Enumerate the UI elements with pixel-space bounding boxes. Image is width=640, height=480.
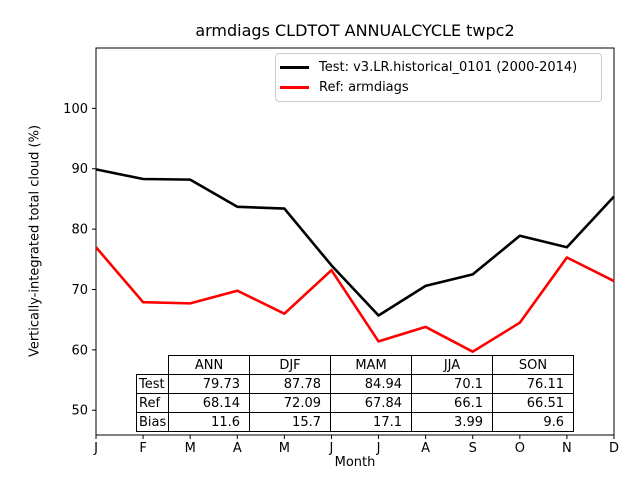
stats-col-djf: DJF [249, 355, 331, 375]
stats-test-ann: 79.73 [168, 374, 250, 394]
stats-bias-son: 9.6 [492, 412, 574, 432]
x-tick-label-7: A [421, 441, 430, 456]
stats-row-label-ref: Ref [136, 393, 169, 413]
x-tick-label-9: O [515, 441, 525, 456]
legend: Test: v3.LR.historical_0101 (2000-2014) … [275, 53, 602, 102]
y-tick-label-70: 70 [71, 283, 88, 298]
stats-ref-ann: 68.14 [168, 393, 250, 413]
y-tick-label-100: 100 [63, 102, 88, 117]
series-line-ref [95, 246, 615, 353]
x-tick-label-8: S [469, 441, 477, 456]
stats-row-label-test: Test [136, 374, 169, 394]
x-tick-label-6: J [376, 441, 381, 456]
ref-line-swatch [280, 86, 309, 90]
legend-item-ref: Ref: armdiags [280, 80, 601, 95]
stats-row-bias: Bias 11.6 15.7 17.1 3.99 9.6 [136, 412, 574, 432]
x-axis-label: Month [334, 455, 376, 470]
x-tick-label-2: M [185, 441, 196, 456]
stats-col-mam: MAM [330, 355, 412, 375]
series-line-test [95, 168, 615, 317]
legend-label-ref: Ref: armdiags [319, 80, 409, 96]
stats-test-son: 76.11 [492, 374, 574, 394]
x-tick-label-4: M [279, 441, 290, 456]
stats-col-ann: ANN [168, 355, 250, 375]
stats-ref-son: 66.51 [492, 393, 574, 413]
stats-bias-mam: 17.1 [330, 412, 412, 432]
stats-test-mam: 84.94 [330, 374, 412, 394]
x-tick-label-0: J [93, 441, 98, 456]
stats-col-son: SON [492, 355, 574, 375]
y-tick-label-90: 90 [71, 162, 88, 177]
stats-test-jja: 70.1 [411, 374, 493, 394]
stats-header-row: ANN DJF MAM JJA SON [137, 355, 574, 375]
stats-ref-mam: 67.84 [330, 393, 412, 413]
x-tick-label-11: D [609, 441, 619, 456]
stats-bias-djf: 15.7 [249, 412, 331, 432]
y-tick-label-80: 80 [71, 223, 88, 238]
x-tick-label-1: F [139, 441, 146, 456]
x-tick-label-3: A [233, 441, 242, 456]
stats-ref-djf: 72.09 [249, 393, 331, 413]
stats-ref-jja: 66.1 [411, 393, 493, 413]
chart-title: armdiags CLDTOT ANNUALCYCLE twpc2 [195, 21, 515, 40]
stats-test-djf: 87.78 [249, 374, 331, 394]
legend-label-test: Test: v3.LR.historical_0101 (2000-2014) [319, 59, 578, 75]
stats-col-jja: JJA [411, 355, 493, 375]
stats-bias-jja: 3.99 [411, 412, 493, 432]
axes-frame [95, 47, 615, 436]
stats-bias-ann: 11.6 [168, 412, 250, 432]
x-tick-label-10: N [562, 441, 572, 456]
stats-table: ANN DJF MAM JJA SON Test 79.73 87.78 84.… [136, 355, 574, 432]
y-tick-label-50: 50 [71, 404, 88, 419]
x-tick-label-5: J [329, 441, 334, 456]
stats-corner-cell [137, 356, 169, 375]
stats-row-label-bias: Bias [136, 412, 169, 432]
test-line-swatch [280, 65, 309, 69]
stats-row-ref: Ref 68.14 72.09 67.84 66.1 66.51 [136, 393, 574, 413]
stats-row-test: Test 79.73 87.78 84.94 70.1 76.11 [136, 374, 574, 394]
legend-item-test: Test: v3.LR.historical_0101 (2000-2014) [280, 60, 601, 75]
y-tick-label-60: 60 [71, 343, 88, 358]
